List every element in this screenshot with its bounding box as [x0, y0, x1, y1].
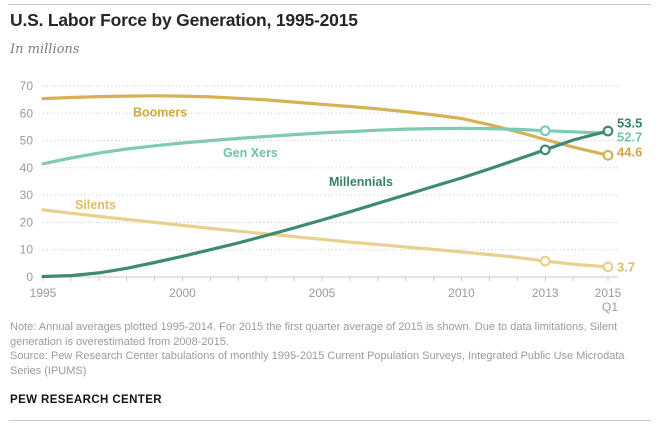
marker-boomers-2015.25 [602, 149, 614, 161]
end-value-label-gen-xers: 52.7 [617, 130, 642, 145]
series-line-boomers [41, 94, 610, 157]
series-line-silents [41, 208, 610, 269]
series-line-millennials [41, 129, 610, 279]
series-label-boomers: Boomers [133, 106, 187, 120]
y-tick-label: 30 [20, 188, 34, 202]
y-tick-label: 40 [20, 161, 34, 175]
y-tick-label: 10 [20, 243, 34, 257]
chart-area: 0 10 20 30 40 50 60 70 1995 2000 2005 2010 2013 2015 Q… [0, 78, 659, 318]
x-tick-label: 2000 [169, 286, 196, 300]
x-tick-label-q1: Q1 [602, 300, 618, 314]
source-text: Source: Pew Research Center tabulations … [10, 350, 625, 377]
marker-silents-2015.25 [602, 261, 614, 273]
marker-silents-2013 [539, 255, 551, 267]
page-title: U.S. Labor Force by Generation, 1995-201… [10, 10, 358, 30]
end-value-label-silents: 3.7 [617, 259, 635, 274]
x-tick-label: 2015 [595, 286, 622, 300]
y-tick-label: 70 [20, 79, 34, 93]
x-tick-label: 2013 [532, 286, 559, 300]
x-tick-label: 2005 [309, 286, 336, 300]
bottom-divider [9, 420, 650, 421]
y-tick-label: 60 [20, 106, 34, 120]
chart-notes: Note: Annual averages plotted 1995-2014.… [10, 320, 655, 378]
labor-force-line-chart: 0 10 20 30 40 50 60 70 1995 2000 2005 2010 2013 2015Q… [20, 79, 643, 314]
end-value-label-millennials: 53.5 [617, 116, 642, 131]
series-line-gen-xers [41, 126, 610, 166]
marker-millennials-2013 [539, 144, 551, 156]
y-tick-label: 0 [26, 270, 33, 284]
y-tick-label: 50 [20, 134, 34, 148]
series-label-gen-xers: Gen Xers [223, 146, 278, 160]
series-label-silents: Silents [75, 198, 116, 212]
end-value-label-boomers: 44.6 [617, 145, 642, 160]
chart-units-label: In millions [10, 42, 80, 57]
x-tick-label: 2010 [448, 286, 475, 300]
series-label-millennials: Millennials [329, 175, 393, 189]
marker-gen-xers-2013 [539, 125, 551, 137]
marker-millennials-2015.25 [602, 125, 614, 137]
x-tick-label: 1995 [30, 286, 57, 300]
note-text: Note: Annual averages plotted 1995-2014.… [10, 321, 618, 348]
pew-research-center-wordmark: PEW RESEARCH CENTER [10, 394, 163, 406]
y-tick-label: 20 [20, 215, 34, 229]
top-divider [8, 4, 651, 5]
